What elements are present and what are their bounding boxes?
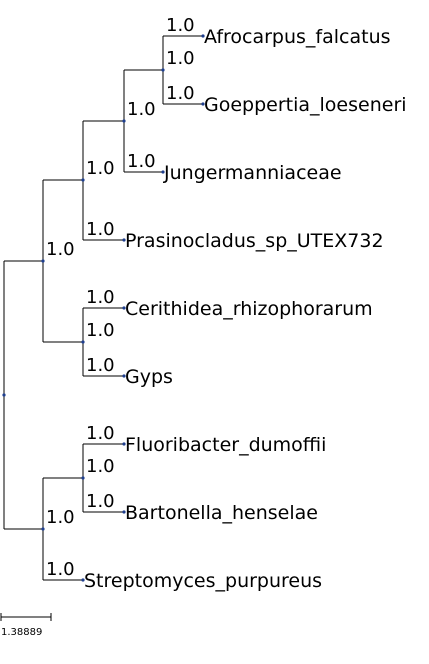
node-dot-N_upper xyxy=(41,259,45,263)
node-dot-N_root xyxy=(2,393,6,397)
leaf-dot-L1 xyxy=(201,34,205,38)
support-label-N_upper: 1.0 xyxy=(46,239,75,260)
support-label-L2: 1.0 xyxy=(166,83,195,104)
tree-node-dots xyxy=(2,34,205,582)
leaf-dot-L8 xyxy=(122,510,126,514)
support-label-L7: 1.0 xyxy=(86,423,115,444)
leaf-dot-L6 xyxy=(122,374,126,378)
leaf-dot-L3 xyxy=(161,170,165,174)
support-label-L4: 1.0 xyxy=(86,219,115,240)
support-label-N_cg: 1.0 xyxy=(86,320,115,341)
leaf-labels: Afrocarpus_falcatus Goeppertia_loeseneri J… xyxy=(84,26,407,592)
support-label-N_agjp: 1.0 xyxy=(86,158,115,179)
leaf-dot-L4 xyxy=(122,238,126,242)
scale-bar-label: 1.38889 xyxy=(1,627,42,638)
leaf-label-L5: Cerithidea_rhizophorarum xyxy=(125,298,373,320)
support-label-N_agj: 1.0 xyxy=(127,99,156,120)
leaf-label-L9: Streptomyces_purpureus xyxy=(84,570,322,592)
support-label-L5: 1.0 xyxy=(86,287,115,308)
support-label-N_ag: 1.0 xyxy=(166,48,195,69)
node-dot-N_lower xyxy=(41,527,45,531)
leaf-label-L8: Bartonella_henselae xyxy=(125,502,318,524)
support-labels: 1.0 1.0 1.0 1.0 1.0 1.0 1.0 1.0 1.0 1.0 1.0 1.0 1.0 1… xyxy=(46,15,195,580)
leaf-dot-L5 xyxy=(122,306,126,310)
leaf-dot-L2 xyxy=(201,102,205,106)
scale-bar: 1.38889 xyxy=(0,613,52,638)
support-label-L8: 1.0 xyxy=(86,491,115,512)
support-label-L3: 1.0 xyxy=(127,151,156,172)
leaf-label-L4: Prasinocladus_sp_UTEX732 xyxy=(125,230,384,252)
leaf-dot-L9 xyxy=(81,578,85,582)
support-label-L1: 1.0 xyxy=(166,15,195,36)
node-dot-N_fb xyxy=(81,476,85,480)
node-dot-N_agjp xyxy=(81,178,85,182)
support-label-L6: 1.0 xyxy=(86,355,115,376)
leaf-label-L7: Fluoribacter_dumoffii xyxy=(125,434,326,456)
support-label-N_fb: 1.0 xyxy=(86,456,115,477)
support-label-L9: 1.0 xyxy=(46,559,75,580)
leaf-dot-L7 xyxy=(122,442,126,446)
leaf-label-L1: Afrocarpus_falcatus xyxy=(204,26,391,48)
leaf-label-L6: Gyps xyxy=(125,366,173,388)
node-dot-N_cg xyxy=(81,340,85,344)
node-dot-N_agj xyxy=(122,119,126,123)
leaf-label-L3: Jungermanniaceae xyxy=(163,162,342,184)
node-dot-N_ag xyxy=(161,68,165,72)
support-label-N_lower: 1.0 xyxy=(46,507,75,528)
leaf-label-L2: Goeppertia_loeseneri xyxy=(204,94,407,116)
